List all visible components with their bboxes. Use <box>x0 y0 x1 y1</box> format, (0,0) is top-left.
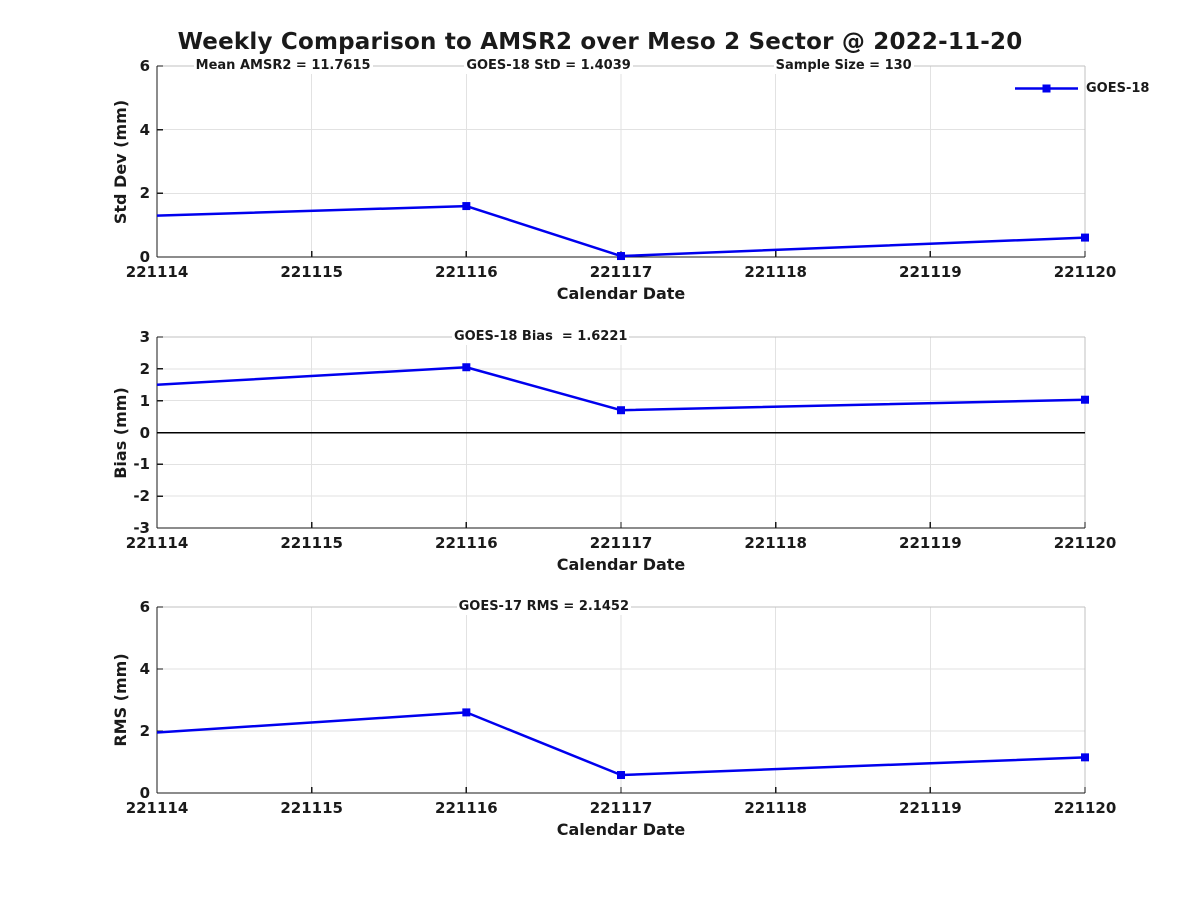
y-axis-label-std-dev: Std Dev (mm) <box>111 99 130 224</box>
data-point-marker <box>1081 753 1089 762</box>
x-tick-label: 221118 <box>744 799 807 817</box>
data-point-marker <box>617 406 625 415</box>
series-line-std_dev <box>156 204 1086 258</box>
y-tick-label: 6 <box>139 598 150 616</box>
data-point-marker <box>617 252 625 261</box>
y-tick-label: 2 <box>139 359 150 378</box>
data-point-marker <box>1081 233 1089 242</box>
y-tick-label: -1 <box>133 455 150 474</box>
x-tick-label: 221116 <box>435 263 498 281</box>
x-tick-label: 221116 <box>435 799 498 817</box>
legend-label: GOES-18 <box>1086 80 1150 96</box>
x-tick-label: 221120 <box>1053 263 1117 281</box>
data-point-marker <box>617 771 625 780</box>
x-tick-label: 221115 <box>280 263 343 281</box>
x-tick-label: 221115 <box>280 534 343 552</box>
x-tick-label: 221118 <box>744 263 807 281</box>
x-tick-label: 221116 <box>435 534 498 552</box>
y-tick-label: 4 <box>139 120 150 139</box>
annotation: GOES-18 Bias = 1.6221 <box>451 329 630 345</box>
y-tick-label: 0 <box>139 248 150 266</box>
y-tick-label: 0 <box>139 784 150 802</box>
data-point-marker <box>462 363 471 372</box>
y-tick-label: -2 <box>133 487 150 506</box>
series-line-rms <box>156 711 1086 777</box>
x-tick-label: 221119 <box>899 799 962 817</box>
y-axis-label-rms: RMS (mm) <box>111 653 130 747</box>
y-tick-label: 4 <box>139 660 150 678</box>
annotation: GOES-18 StD = 1.4039 <box>464 58 633 74</box>
y-tick-label: -3 <box>133 519 150 537</box>
x-tick-label: 221117 <box>589 263 653 281</box>
y-tick-label: 0 <box>139 423 150 442</box>
y-tick-label: 2 <box>139 722 150 740</box>
x-tick-label: 221119 <box>899 534 962 552</box>
y-tick-label: 2 <box>139 184 150 203</box>
data-point-marker <box>462 708 471 717</box>
x-tick-label: 221117 <box>589 534 653 552</box>
series-line-bias <box>156 365 1086 412</box>
x-tick-label: 221119 <box>899 263 962 281</box>
x-axis-label-bias: Calendar Date <box>556 555 686 574</box>
x-tick-label: 221114 <box>125 263 189 281</box>
x-axis-label-rms: Calendar Date <box>556 820 686 839</box>
x-tick-label: 221118 <box>744 534 807 552</box>
annotation: Mean AMSR2 = 11.7615 <box>193 58 373 74</box>
annotation: GOES-17 RMS = 2.1452 <box>456 599 631 615</box>
chart-title: Weekly Comparison to AMSR2 over Meso 2 S… <box>177 29 1023 55</box>
y-tick-label: 6 <box>139 57 150 75</box>
data-point-marker <box>1081 395 1089 404</box>
x-tick-label: 221120 <box>1053 534 1117 552</box>
x-tick-label: 221117 <box>589 799 653 817</box>
x-tick-label: 221114 <box>125 534 189 552</box>
x-tick-label: 221115 <box>280 799 343 817</box>
x-tick-label: 221120 <box>1053 799 1117 817</box>
legend-marker <box>1042 84 1051 93</box>
annotation: Sample Size = 130 <box>773 58 914 74</box>
x-axis-label-std-dev: Calendar Date <box>556 284 686 303</box>
data-point-marker <box>462 202 471 211</box>
y-tick-label: 1 <box>139 391 150 410</box>
y-tick-label: 3 <box>139 328 150 346</box>
x-tick-label: 221114 <box>125 799 189 817</box>
